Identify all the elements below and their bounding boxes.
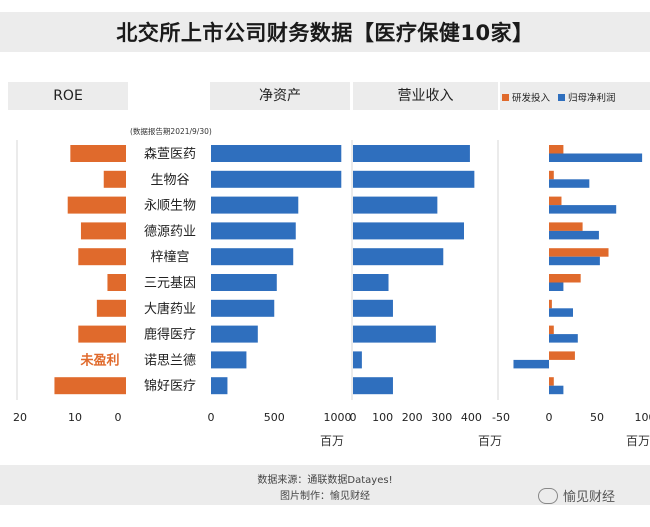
roe-bar [80,222,126,240]
revenue-bar [353,325,436,343]
net-assets-header: 净资产 [210,82,350,110]
profit-bar [549,334,578,343]
roe-tick-label: 0 [115,411,122,424]
company-label: 鹿得医疗 [144,327,196,343]
net-assets-bar [211,170,342,188]
revenue-bar [353,145,470,162]
legend-rd: 研发投入 [502,90,550,104]
rd-bar [549,351,575,360]
net-assets-bar [211,145,342,162]
revenue-bar [353,274,389,291]
chart-title: 北交所上市公司财务数据【医疗保健10家】 [116,21,534,45]
company-label: 生物谷 [150,173,189,188]
title-bar [0,12,650,52]
revenue-bar [353,351,362,369]
profit-tick-label: 0 [546,411,553,424]
rd-bar [549,145,564,154]
revenue-bar [353,170,475,188]
legend-rd-swatch [502,93,509,101]
rd-bar [549,377,554,386]
rd-bar [549,222,583,231]
legend-header-bg [500,82,650,110]
profit-bar [549,256,600,266]
net-assets-bar [211,248,294,266]
rd-bar [549,248,609,257]
roe-bar [78,248,126,266]
roe-unprofitable-label: 未盈利 [79,352,119,368]
net-assets-unit: 百万 [320,434,345,448]
roe-tick-label: 10 [68,411,82,424]
rd-bar [549,196,562,206]
profit-bar [549,153,643,162]
wechat-icon [538,487,558,504]
net-assets-bar [211,299,275,317]
rd-bar [549,274,581,283]
roe-header: ROE [8,82,128,110]
profit-bar [513,359,549,369]
revenue-tick-label: 300 [431,411,452,424]
net-assets-tick-label: 0 [208,411,215,424]
footer-source: 数据来源：通联数据Datayes! [257,475,393,486]
roe-bar [96,299,126,317]
legend-profit-label: 归母净利润 [568,93,616,104]
revenue-bar [353,377,393,395]
revenue-bar [353,248,444,266]
roe-bar [54,377,127,395]
company-label: 德源药业 [144,224,196,239]
revenue-bar [353,196,438,214]
net-assets-tick-label: 1000 [324,411,352,424]
roe-bar [107,274,126,291]
company-label: 锦好医疗 [144,379,196,394]
roe-bar [78,325,126,343]
revenue-bar [353,222,464,240]
profit-bar [549,205,617,214]
profit-tick-label: 50 [590,411,604,424]
revenue-tick-label: 100 [372,411,393,424]
legend-rd-label: 研发投入 [512,93,551,104]
roe-bar [70,145,126,162]
profit-bar [549,308,573,317]
net-assets-bar [211,351,247,369]
profit-unit: 百万 [626,434,650,448]
revenue-tick-label: 200 [402,411,423,424]
footer-maker: 图片制作：愉见财经 [280,491,370,502]
company-label: 大唐药业 [144,301,196,317]
profit-bar [549,230,599,240]
net-assets-bar [211,222,296,240]
rd-bar [549,299,552,309]
legend: 研发投入 归母净利润 [502,90,624,104]
company-label: 梓橦宫 [150,250,189,265]
legend-profit-swatch [558,93,566,101]
legend-profit: 归母净利润 [558,90,616,104]
company-label: 三元基因 [144,276,196,291]
profit-bar [549,385,564,395]
watermark: 愉见财经 [538,486,615,505]
roe-bar [67,196,126,214]
company-label: 诺思兰德 [144,353,196,368]
profit-tick-label: 100 [635,411,650,424]
company-label: 永顺生物 [144,199,196,214]
revenue-unit: 百万 [478,434,503,448]
rd-bar [549,170,554,180]
net-assets-tick-label: 500 [264,411,285,424]
watermark-label: 愉见财经 [563,490,616,505]
revenue-tick-label: 0 [350,411,357,424]
revenue-tick-label: 400 [461,411,482,424]
roe-bar [103,170,126,188]
profit-bar [549,179,590,188]
net-assets-bar [211,325,258,343]
report-period-note: (数据报告期2021/9/30) [130,127,212,136]
net-assets-bar [211,274,277,291]
revenue-header: 营业收入 [353,82,498,110]
net-assets-bar [211,377,228,395]
revenue-bar [353,299,393,317]
company-label: 森萱医药 [144,147,196,162]
profit-bar [549,282,564,291]
net-assets-bar [211,196,299,214]
rd-bar [549,325,554,335]
roe-tick-label: 20 [13,411,27,424]
profit-tick-label: -50 [492,411,510,424]
